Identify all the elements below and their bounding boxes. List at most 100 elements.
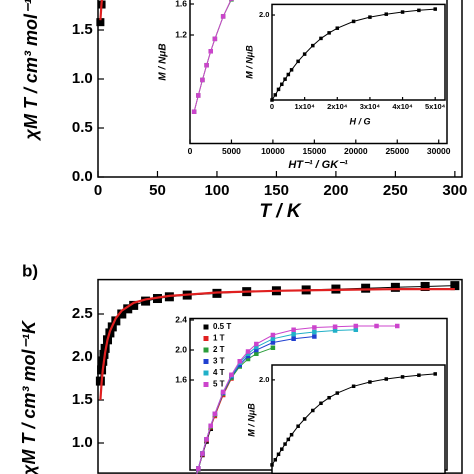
data-point [98, 356, 108, 366]
data-point [245, 349, 251, 354]
data-point [286, 437, 291, 442]
legend-label: 4 T [213, 368, 225, 377]
data-point [433, 372, 437, 376]
x-tick-label: 10000 [261, 146, 285, 156]
data-point [283, 77, 287, 81]
data-point [123, 304, 133, 314]
data-point [200, 451, 205, 456]
legend-marker [203, 324, 209, 330]
data-point [361, 283, 371, 293]
data-point [229, 0, 234, 1]
data-point [332, 328, 338, 333]
x-tick-label: 30000 [427, 146, 451, 156]
data-point [286, 72, 291, 77]
data-point [351, 19, 356, 24]
y-tick-label: 0.5 [72, 119, 93, 136]
x-tick-label: 3x10⁴ [360, 102, 381, 111]
y-tick-label: 2.0 [175, 344, 187, 354]
data-point [312, 329, 317, 335]
data-point [302, 52, 307, 56]
data-point [208, 423, 213, 428]
y-tick-label: 1.0 [72, 434, 93, 451]
x-axis-label: HT⁻¹ / GK⁻¹ [288, 159, 348, 171]
y-axis-label: χM T / cm³ mol⁻¹ K [21, 0, 41, 141]
x-tick-label: 15000 [303, 146, 327, 156]
y-axis-label: χM T / cm³ mol⁻¹K [19, 319, 39, 474]
legend-marker [203, 370, 209, 376]
data-point [111, 316, 121, 326]
data-point [254, 341, 259, 347]
y-tick-label: 1.0 [72, 70, 93, 87]
legend-label: 0.5 T [213, 322, 231, 331]
x-tick-label: 100 [204, 182, 229, 199]
x-tick-label: 25000 [385, 146, 409, 156]
data-point [270, 332, 276, 338]
data-point [254, 351, 259, 356]
panel-label: b) [22, 261, 38, 280]
data-point [117, 309, 127, 319]
x-tick-label: 50 [149, 182, 166, 199]
data-point [319, 36, 323, 41]
legend-label: 3 T [213, 357, 225, 366]
y-axis-label: M / NμB [244, 45, 254, 79]
data-point [270, 336, 276, 341]
data-point [212, 36, 218, 42]
x-tick-label: 4x10⁴ [392, 102, 413, 111]
data-point [417, 373, 421, 377]
data-point [395, 323, 400, 329]
x-tick-label: 0 [270, 102, 274, 111]
data-point [280, 447, 284, 451]
data-point [384, 12, 388, 16]
data-point [204, 62, 209, 68]
axes-frame [271, 364, 446, 474]
data-point [289, 432, 294, 437]
x-tick-label: 20000 [344, 146, 368, 156]
data-point [196, 466, 201, 471]
x-axis-label: T / K [259, 201, 301, 222]
data-point [273, 458, 278, 462]
x-axis-label: H / G [349, 116, 370, 126]
x-tick-label: 5000 [222, 146, 241, 156]
data-point [296, 59, 300, 64]
series-line [193, 0, 232, 112]
data-point [296, 424, 300, 428]
legend-label: 1 T [213, 334, 225, 343]
data-point [141, 296, 151, 306]
data-point [450, 281, 460, 291]
data-point [204, 437, 209, 442]
data-point [245, 356, 251, 362]
data-point [191, 109, 197, 114]
data-point [270, 463, 274, 467]
x-tick-label: 250 [383, 182, 408, 199]
y-tick-label: 0.0 [72, 168, 93, 185]
chart-panel: 2.0 M / NμB [246, 364, 446, 474]
y-tick-label: 2.0 [72, 348, 93, 365]
data-point [368, 15, 372, 19]
data-point [254, 347, 259, 353]
data-point [353, 327, 359, 332]
data-point [229, 372, 234, 377]
chart-panel: 0 1x10⁴ 2x10⁴ 3x10⁴ 4x10⁴ 5x10⁴ 2.0 H / G M / Nμ… [244, 3, 446, 126]
data-point [420, 281, 430, 291]
data-point [276, 87, 281, 92]
data-point [302, 417, 307, 421]
legend-marker [203, 382, 209, 387]
series-line [196, 325, 398, 474]
data-point [200, 77, 205, 83]
data-point [254, 344, 259, 350]
data-point [353, 323, 359, 329]
data-point [400, 375, 405, 379]
series-line [99, 288, 455, 401]
data-point [433, 7, 437, 11]
data-point [312, 325, 317, 330]
x-tick-label: 2x10⁴ [327, 102, 348, 111]
data-point [220, 14, 226, 19]
y-tick-label: 2.4 [175, 314, 187, 324]
y-axis-label: M / NμB [158, 43, 169, 80]
data-point [291, 327, 296, 332]
x-tick-label: 200 [323, 182, 348, 199]
data-point [327, 395, 331, 400]
data-point [283, 442, 287, 446]
